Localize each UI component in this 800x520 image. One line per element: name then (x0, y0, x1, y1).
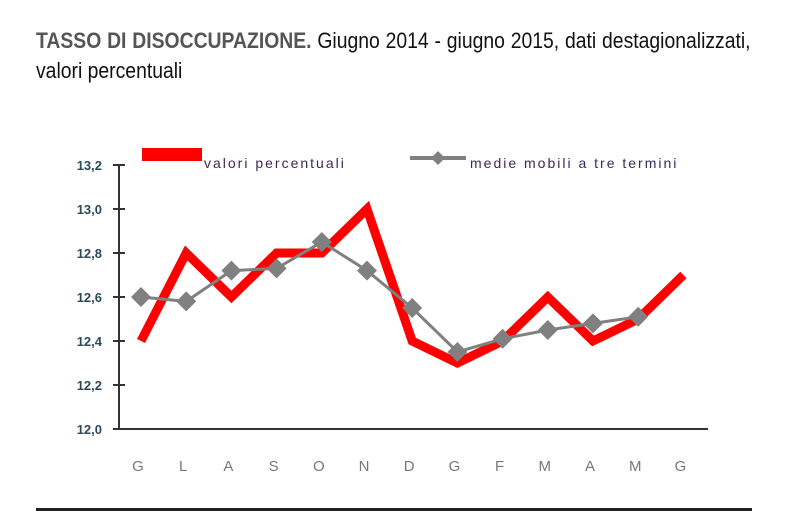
y-tick-label: 12,2 (77, 378, 102, 393)
y-axis: 13,2 13,0 12,8 12,6 12,4 12,2 12,0 (77, 158, 125, 437)
x-tick-label: O (313, 458, 325, 475)
x-tick-label: G (675, 458, 687, 475)
x-tick-label: A (585, 458, 595, 475)
x-tick-label: L (179, 458, 187, 475)
y-tick-label: 12,0 (77, 422, 102, 437)
bottom-rule (36, 508, 752, 511)
diamond-marker-icon (131, 287, 151, 307)
x-tick-label: N (359, 458, 370, 475)
x-tick-label: M (539, 458, 552, 475)
y-tick-label: 12,4 (77, 334, 103, 349)
diamond-marker-icon (492, 328, 513, 349)
diamond-marker-icon (402, 298, 423, 318)
diamond-marker-icon (447, 342, 468, 362)
diamond-marker-icon (266, 258, 287, 279)
x-tick-label: F (495, 458, 504, 475)
series-valori-percentuali (136, 200, 687, 369)
x-tick-label: G (132, 458, 144, 475)
chart-title-rest: Giugno 2014 - giugno 2015, dati destagio… (36, 28, 751, 83)
diamond-marker-icon (357, 260, 377, 281)
diamond-marker-icon (311, 232, 332, 252)
legend-diamond-icon (431, 151, 445, 165)
legend: valori percentuali medie mobili a tre te… (142, 148, 678, 171)
red-line (136, 200, 687, 369)
chart-title: TASSO DI DISOCCUPAZIONE. Giugno 2014 - g… (36, 26, 751, 86)
x-tick-label: A (223, 458, 233, 475)
diamond-marker-icon (583, 313, 603, 334)
x-tick-label: M (629, 458, 642, 475)
legend-label-series-1: valori percentuali (204, 155, 346, 171)
diamond-marker-icon (628, 306, 649, 327)
gray-line (140, 240, 639, 354)
diamond-marker-icon (537, 320, 558, 340)
x-tick-label: S (269, 458, 279, 475)
y-tick-label: 13,0 (77, 202, 102, 217)
y-tick-label: 13,2 (77, 158, 102, 173)
legend-label-series-2: medie mobili a tre termini (470, 155, 678, 171)
x-tick-label: D (404, 458, 415, 475)
diamond-marker-icon (221, 260, 242, 281)
x-tick-label: G (449, 458, 461, 475)
y-tick-label: 12,8 (77, 246, 102, 261)
chart-title-strong: TASSO DI DISOCCUPAZIONE. (36, 28, 312, 53)
legend-swatch-red (142, 148, 202, 161)
diamond-marker-icon (176, 291, 197, 312)
series-medie-mobili (131, 232, 649, 362)
y-tick-label: 12,6 (77, 290, 102, 305)
